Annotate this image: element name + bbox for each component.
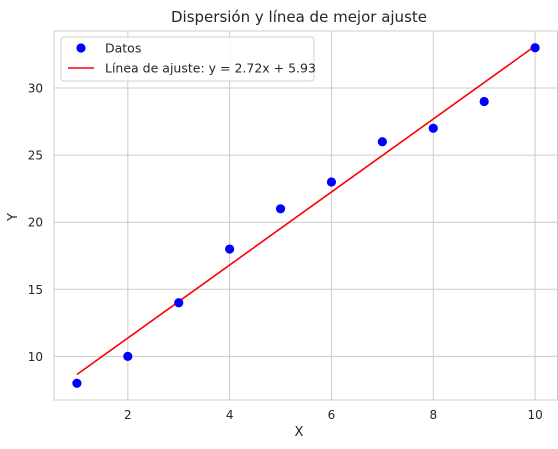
- x-axis-label: X: [295, 425, 304, 440]
- legend-label-fit: Línea de ajuste: y = 2.72x + 5.93: [105, 61, 316, 76]
- data-point: [428, 123, 438, 133]
- data-point: [326, 177, 337, 187]
- y-axis-label: Y: [6, 213, 21, 222]
- plot-background: [54, 31, 558, 400]
- fit-line: [76, 45, 536, 376]
- y-tick-label: 25: [28, 149, 43, 163]
- chart-title: Dispersión y línea de mejor ajuste: [171, 8, 427, 26]
- x-tick-label: 6: [328, 408, 336, 422]
- y-tick-label: 30: [28, 82, 43, 96]
- x-tick-label: 2: [124, 408, 132, 422]
- plot-area: 2 4 6 8 10 10 15 20 25 30: [28, 30, 558, 422]
- y-tick-label: 10: [28, 350, 43, 364]
- legend-label-datos: Datos: [105, 41, 141, 56]
- x-tick-label: 10: [527, 408, 542, 422]
- data-point: [174, 298, 184, 308]
- data-point: [275, 204, 286, 214]
- legend: Datos Línea de ajuste: y = 2.72x + 5.93: [60, 36, 316, 82]
- data-point: [479, 96, 489, 107]
- data-point: [225, 244, 235, 254]
- data-point: [530, 43, 540, 53]
- x-tick-label: 8: [429, 408, 437, 422]
- legend-box: [60, 36, 315, 82]
- data-point: [377, 137, 387, 147]
- y-tick-label: 15: [28, 283, 43, 297]
- y-tick-label: 20: [28, 216, 43, 230]
- x-tick-label: 4: [226, 408, 234, 422]
- legend-marker-datos: [76, 43, 86, 53]
- data-point: [123, 351, 133, 361]
- data-point: [72, 378, 82, 388]
